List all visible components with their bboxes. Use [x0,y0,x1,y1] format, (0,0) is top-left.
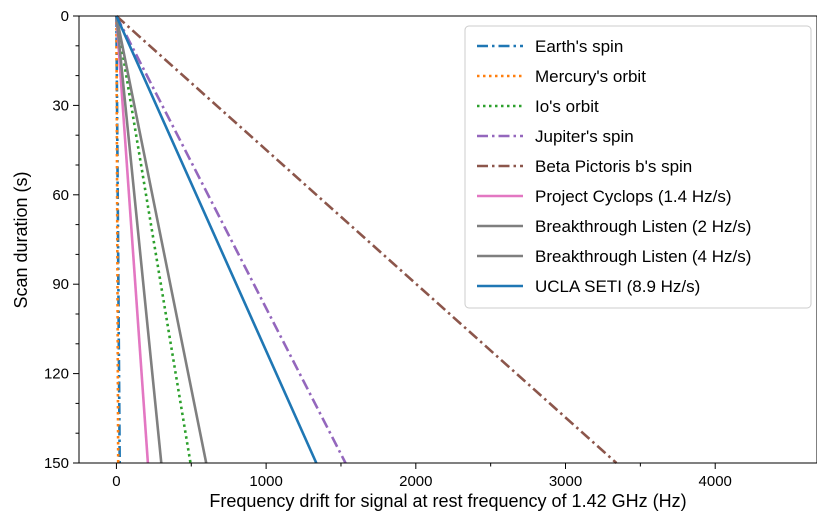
x-tick-label: 1000 [249,473,282,490]
legend-label: Breakthrough Listen (2 Hz/s) [535,217,751,236]
y-tick-label: 90 [52,276,69,293]
legend: Earth's spin Mercury's orbit Io's orbit Jup… [464,25,812,309]
legend-label: Io's orbit [535,97,599,116]
y-axis-ticks: 0 30 60 90 120 150 [44,8,79,472]
legend-label: Project Cyclops (1.4 Hz/s) [535,187,732,206]
y-tick-label: 30 [52,97,69,114]
x-tick-label: 4000 [699,473,732,490]
legend-label: Breakthrough Listen (4 Hz/s) [535,247,751,266]
series-line-7 [115,15,163,464]
y-tick-label: 120 [44,366,69,383]
legend-label: UCLA SETI (8.9 Hz/s) [535,277,700,296]
series-line-5 [115,15,618,464]
plot-frame [78,15,817,464]
legend-label: Jupiter's spin [535,127,634,146]
y-tick-label: 0 [61,8,69,25]
y-tick-label: 60 [52,187,69,204]
series-line-9 [115,15,318,464]
series-line-8 [115,15,208,464]
legend-label: Mercury's orbit [535,67,646,86]
legend-box [464,25,812,309]
x-axis-ticks: 0 1000 2000 3000 4000 [112,463,732,490]
y-tick-label: 150 [44,455,69,472]
series-line-4 [115,15,347,464]
x-tick-label: 2000 [399,473,432,490]
x-tick-label: 3000 [549,473,582,490]
series-line-6 [115,15,150,464]
series-lines [115,15,618,464]
series-line-2 [115,15,120,464]
y-axis-label: Scan duration (s) [11,171,31,308]
x-tick-label: 0 [112,473,120,490]
legend-label: Beta Pictoris b's spin [535,157,692,176]
x-axis-label: Frequency drift for signal at rest frequ… [209,491,686,511]
legend-label: Earth's spin [535,37,623,56]
